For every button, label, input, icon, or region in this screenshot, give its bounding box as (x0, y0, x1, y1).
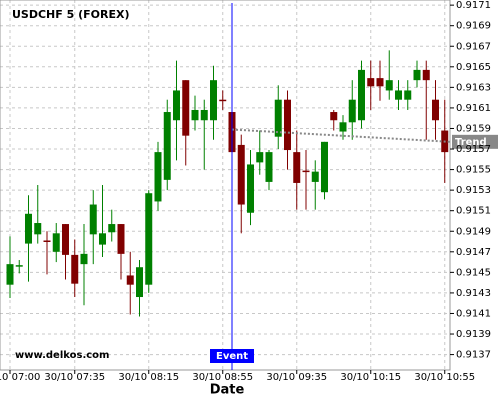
candle-body (136, 267, 143, 298)
candle-body (117, 224, 125, 254)
candle-body (265, 152, 273, 182)
y-tick-label: 0.9151 (456, 206, 491, 217)
candle-body (210, 80, 217, 121)
candle-body (284, 99, 291, 151)
plot (6, 50, 449, 317)
x-axis-title: Date (210, 383, 245, 398)
x-tick-label: 30/10 10:15 (340, 372, 401, 383)
trend-label: Trend (455, 137, 487, 148)
candle-body (71, 254, 79, 284)
candle-body (52, 233, 60, 252)
y-tick-label: 0.9165 (456, 62, 491, 73)
candle-body (163, 112, 171, 180)
event-label: Event (216, 351, 248, 362)
candle-body (173, 90, 180, 121)
y-tick-label: 0.9161 (456, 103, 491, 114)
candle-body (376, 78, 384, 87)
candle-body (311, 171, 319, 182)
candle-body (256, 152, 264, 163)
x-tick-label: 30/10 08:15 (118, 372, 179, 383)
candle-body (395, 90, 402, 100)
candle-body (15, 265, 23, 267)
candle-body (80, 253, 88, 265)
candle-body (321, 141, 328, 193)
y-tick-label: 0.9147 (456, 247, 491, 258)
y-tick-label: 0.9157 (456, 144, 491, 155)
x-tick-label: 30/10 10:55 (414, 372, 475, 383)
y-tick-label: 0.9155 (456, 165, 491, 176)
watermark: www.delkos.com (15, 350, 109, 361)
x-tick-label: 30/10 08:55 (192, 372, 253, 383)
candle-body (182, 80, 190, 136)
candle-body (274, 99, 282, 137)
candle-body (6, 264, 14, 285)
overlay: Trend Event (210, 3, 498, 370)
candle-body (219, 99, 227, 102)
candle-body (413, 69, 421, 81)
candle-body (191, 109, 199, 121)
y-tick-label: 0.9171 (456, 0, 491, 11)
x-tick-label: 30/10 09:35 (266, 372, 327, 383)
y-tick-label: 0.9153 (456, 185, 491, 196)
candle-body (126, 275, 134, 285)
y-tick-label: 0.9163 (456, 82, 491, 93)
candle-body (34, 223, 42, 235)
trend-line (231, 128, 451, 143)
y-tick-label: 0.9139 (456, 329, 491, 340)
candle-body (25, 213, 32, 244)
candle-body (43, 240, 51, 242)
candle-body (367, 78, 375, 87)
candle-body (358, 69, 365, 121)
candle-body (348, 99, 356, 123)
candle-body (385, 80, 393, 91)
candle-body (89, 204, 97, 235)
candle-body (339, 122, 347, 132)
y-tick-label: 0.9145 (456, 267, 491, 278)
candle-body (145, 193, 153, 285)
candle-body (99, 233, 106, 245)
y-tick-label: 0.9169 (456, 21, 491, 32)
candle-body (432, 99, 439, 121)
candle-body (293, 152, 301, 183)
candle-body (302, 170, 310, 173)
candle-body (108, 224, 116, 233)
chart-title: USDCHF 5 (FOREX) (12, 8, 129, 21)
x-tick-label: 30/10 07:00 (0, 372, 40, 383)
candle-body (404, 90, 412, 100)
candle-body (62, 224, 69, 255)
y-tick-label: 0.9137 (456, 350, 491, 361)
plot-border (0, 0, 451, 371)
candle-body (237, 144, 245, 205)
candle-body (422, 69, 430, 81)
event-label-box (210, 349, 254, 363)
y-tick-label: 0.9143 (456, 288, 491, 299)
trend-label-box (452, 134, 498, 149)
y-tick-label: 0.9167 (456, 41, 491, 52)
candle-body (154, 152, 162, 202)
y-tick-label: 0.9149 (456, 226, 491, 237)
x-tick-label: 30/10 07:35 (44, 372, 105, 383)
candle-body (200, 109, 208, 121)
y-tick-label: 0.9159 (456, 123, 491, 134)
candle-body (330, 112, 338, 121)
y-tick-label: 0.9141 (456, 308, 491, 319)
candle-body (247, 164, 254, 213)
